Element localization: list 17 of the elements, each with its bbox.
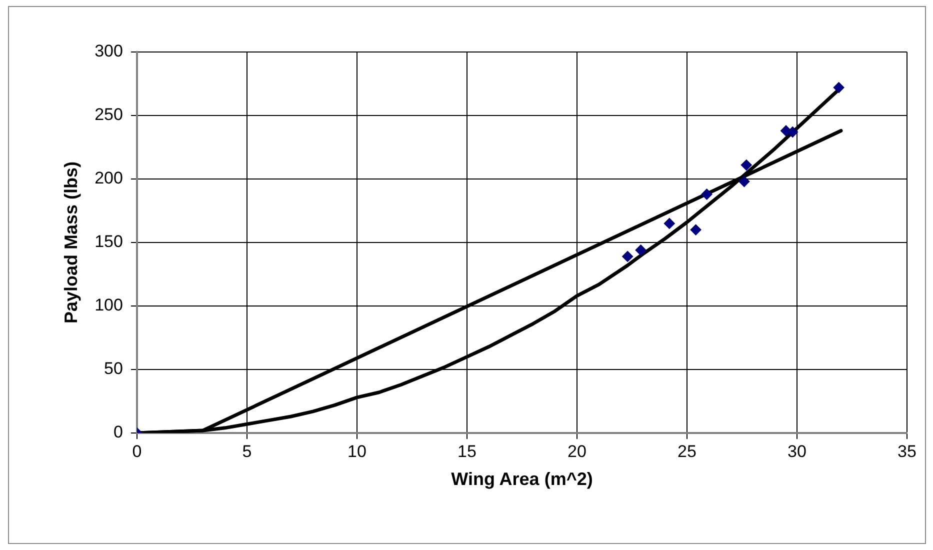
x-tick-label: 10 bbox=[348, 442, 366, 461]
y-tick-label: 0 bbox=[113, 422, 123, 442]
y-tick-label: 250 bbox=[94, 105, 123, 124]
y-axis-title: Payload Mass (lbs) bbox=[60, 161, 81, 324]
y-tick-label: 150 bbox=[94, 232, 123, 252]
y-tick-label: 200 bbox=[94, 168, 123, 188]
x-tick-label: 15 bbox=[458, 442, 476, 461]
x-tick-label: 5 bbox=[242, 442, 252, 461]
y-tick-label: 300 bbox=[94, 42, 123, 61]
x-tick-label: 0 bbox=[132, 442, 142, 461]
x-tick-label: 30 bbox=[788, 442, 806, 461]
y-tick-label: 100 bbox=[94, 296, 123, 315]
x-tick-label: 20 bbox=[568, 442, 586, 461]
x-tick-label: 25 bbox=[678, 442, 696, 461]
y-tick-label: 50 bbox=[104, 359, 123, 378]
x-tick-label: 35 bbox=[898, 442, 916, 461]
x-axis-title: Wing Area (m^2) bbox=[451, 469, 593, 490]
